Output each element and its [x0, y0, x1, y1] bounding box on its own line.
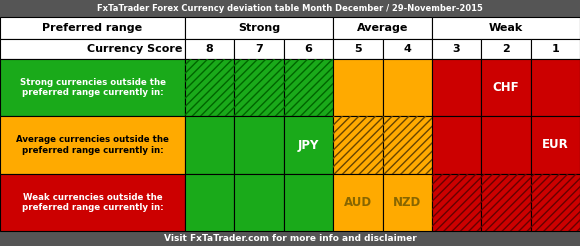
- Bar: [382, 39, 432, 59]
- Bar: [234, 59, 284, 116]
- Bar: [0, 116, 185, 174]
- Text: CHF: CHF: [492, 81, 519, 94]
- Bar: [234, 174, 284, 231]
- Bar: [481, 59, 531, 116]
- Bar: [234, 39, 284, 59]
- Text: Weak currencies outside the
preferred range currently in:: Weak currencies outside the preferred ra…: [21, 193, 164, 212]
- Text: FxTaTrader Forex Currency deviation table Month December / 29-November-2015: FxTaTrader Forex Currency deviation tabl…: [97, 4, 483, 13]
- Text: Visit FxTaTrader.com for more info and disclaimer: Visit FxTaTrader.com for more info and d…: [164, 234, 416, 243]
- Bar: [531, 174, 580, 231]
- Text: NZD: NZD: [393, 196, 421, 209]
- Text: Average currencies outside the
preferred range currently in:: Average currencies outside the preferred…: [16, 135, 169, 155]
- Bar: [284, 59, 333, 116]
- Bar: [481, 39, 531, 59]
- Bar: [234, 59, 284, 116]
- Text: FxTa
Trader: FxTa Trader: [281, 65, 438, 181]
- Bar: [0, 0, 580, 17]
- Bar: [185, 174, 234, 231]
- Bar: [0, 59, 185, 116]
- Bar: [333, 174, 382, 231]
- Bar: [185, 116, 234, 174]
- Bar: [481, 174, 531, 231]
- Bar: [333, 116, 382, 174]
- Text: 2: 2: [502, 44, 510, 54]
- Bar: [0, 17, 185, 39]
- Bar: [382, 116, 432, 174]
- Bar: [185, 17, 333, 39]
- Bar: [382, 174, 432, 231]
- Bar: [333, 39, 382, 59]
- Bar: [333, 17, 432, 39]
- Bar: [432, 174, 481, 231]
- Text: Weak: Weak: [489, 23, 523, 33]
- Bar: [0, 174, 185, 231]
- Text: JPY: JPY: [298, 138, 319, 152]
- Bar: [284, 59, 333, 116]
- Text: 3: 3: [453, 44, 461, 54]
- Text: Preferred range: Preferred range: [42, 23, 143, 33]
- Text: 6: 6: [304, 44, 313, 54]
- Bar: [432, 17, 580, 39]
- Text: 5: 5: [354, 44, 361, 54]
- Bar: [481, 174, 531, 231]
- Text: AUD: AUD: [344, 196, 372, 209]
- Bar: [284, 39, 333, 59]
- Text: 1: 1: [552, 44, 559, 54]
- Bar: [531, 39, 580, 59]
- Text: 4: 4: [403, 44, 411, 54]
- Bar: [284, 174, 333, 231]
- Text: Currency Score: Currency Score: [86, 44, 182, 54]
- Bar: [432, 39, 481, 59]
- Bar: [432, 116, 481, 174]
- Bar: [432, 174, 481, 231]
- Bar: [234, 116, 284, 174]
- Bar: [382, 59, 432, 116]
- Bar: [531, 174, 580, 231]
- Bar: [481, 116, 531, 174]
- Bar: [185, 39, 234, 59]
- Text: EUR: EUR: [542, 138, 568, 152]
- Bar: [0, 231, 580, 246]
- Text: Strong currencies outside the
preferred range currently in:: Strong currencies outside the preferred …: [20, 78, 165, 97]
- Bar: [284, 116, 333, 174]
- Bar: [333, 59, 382, 116]
- Bar: [531, 59, 580, 116]
- Bar: [382, 116, 432, 174]
- Bar: [185, 59, 234, 116]
- Text: Strong: Strong: [238, 23, 280, 33]
- Bar: [0, 39, 185, 59]
- Text: 7: 7: [255, 44, 263, 54]
- Text: Average: Average: [357, 23, 408, 33]
- Bar: [432, 59, 481, 116]
- Bar: [531, 116, 580, 174]
- Bar: [185, 59, 234, 116]
- Text: 8: 8: [206, 44, 213, 54]
- Bar: [333, 116, 382, 174]
